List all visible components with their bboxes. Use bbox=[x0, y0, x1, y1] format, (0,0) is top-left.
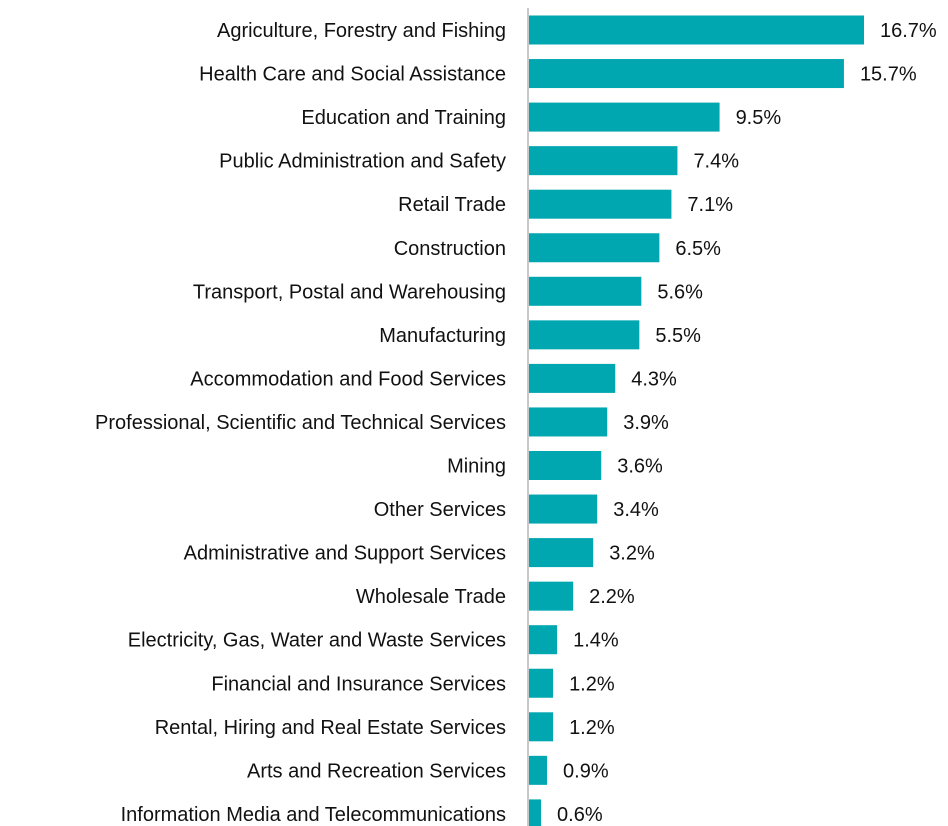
category-label-retail-trade: Retail Trade bbox=[398, 194, 506, 216]
category-label-other-services: Other Services bbox=[374, 499, 506, 521]
bar-professional-scientific-and-technical-services bbox=[529, 407, 608, 437]
bar-retail-trade bbox=[529, 189, 672, 219]
category-label-accommodation-and-food-services: Accommodation and Food Services bbox=[190, 368, 506, 390]
category-label-construction: Construction bbox=[394, 238, 506, 260]
category-label-agriculture-forestry-and-fishing: Agriculture, Forestry and Fishing bbox=[217, 20, 506, 42]
category-labels-group: Agriculture, Forestry and Fishing Health … bbox=[95, 20, 506, 826]
category-label-wholesale-trade: Wholesale Trade bbox=[356, 586, 506, 608]
bar-mining bbox=[529, 451, 602, 480]
category-label-public-administration-and-safety: Public Administration and Safety bbox=[219, 151, 506, 173]
value-label-administrative-and-support-services: 3.2% bbox=[609, 543, 655, 565]
value-label-professional-scientific-and-technical-services: 3.9% bbox=[623, 412, 669, 434]
value-labels-group: 16.7% 15.7% 9.5% 7.4% 7.1% 6.5% 5.6% 5.5% 4.3% 3.… bbox=[557, 20, 937, 826]
bar-information-media-and-telecommunications bbox=[529, 799, 542, 826]
bar-construction bbox=[529, 233, 660, 263]
bar-manufacturing bbox=[529, 320, 640, 350]
bar-health-care-and-social-assistance bbox=[529, 59, 844, 89]
bar-accommodation-and-food-services bbox=[529, 363, 616, 393]
value-label-arts-and-recreation-services: 0.9% bbox=[563, 760, 609, 782]
value-label-agriculture-forestry-and-fishing: 16.7% bbox=[880, 20, 937, 42]
value-label-financial-and-insurance-services: 1.2% bbox=[569, 673, 615, 695]
category-label-financial-and-insurance-services: Financial and Insurance Services bbox=[211, 673, 506, 695]
bar-electricity-gas-water-and-waste-services bbox=[529, 625, 558, 655]
value-label-public-administration-and-safety: 7.4% bbox=[693, 151, 739, 173]
category-label-education-and-training: Education and Training bbox=[301, 107, 506, 129]
bar-other-services bbox=[529, 494, 598, 524]
category-label-electricity-gas-water-and-waste-services: Electricity, Gas, Water and Waste Servic… bbox=[128, 630, 506, 652]
bar-arts-and-recreation-services bbox=[529, 755, 548, 785]
value-label-retail-trade: 7.1% bbox=[687, 194, 733, 216]
category-label-transport-postal-and-warehousing: Transport, Postal and Warehousing bbox=[193, 281, 506, 303]
bar-transport-postal-and-warehousing bbox=[529, 276, 642, 306]
value-label-wholesale-trade: 2.2% bbox=[589, 586, 635, 608]
bar-rental-hiring-and-real-estate-services bbox=[529, 712, 554, 742]
category-label-information-media-and-telecommunications: Information Media and Telecommunications bbox=[121, 804, 506, 826]
value-label-health-care-and-social-assistance: 15.7% bbox=[860, 64, 917, 86]
category-label-administrative-and-support-services: Administrative and Support Services bbox=[184, 543, 506, 565]
bar-financial-and-insurance-services bbox=[529, 668, 554, 698]
category-label-mining: Mining bbox=[447, 456, 506, 478]
category-label-arts-and-recreation-services: Arts and Recreation Services bbox=[247, 760, 506, 782]
value-label-construction: 6.5% bbox=[675, 238, 721, 260]
value-label-rental-hiring-and-real-estate-services: 1.2% bbox=[569, 717, 615, 739]
bar-agriculture-forestry-and-fishing bbox=[529, 15, 864, 45]
category-label-professional-scientific-and-technical-services: Professional, Scientific and Technical S… bbox=[95, 412, 506, 434]
bar-education-and-training bbox=[529, 102, 720, 132]
value-label-education-and-training: 9.5% bbox=[736, 107, 782, 129]
value-label-accommodation-and-food-services: 4.3% bbox=[631, 368, 677, 390]
value-label-mining: 3.6% bbox=[617, 456, 663, 478]
category-label-rental-hiring-and-real-estate-services: Rental, Hiring and Real Estate Services bbox=[155, 717, 506, 739]
value-label-other-services: 3.4% bbox=[613, 499, 659, 521]
category-label-health-care-and-social-assistance: Health Care and Social Assistance bbox=[199, 64, 506, 86]
bar-administrative-and-support-services bbox=[529, 538, 594, 568]
value-label-transport-postal-and-warehousing: 5.6% bbox=[657, 281, 703, 303]
value-label-information-media-and-telecommunications: 0.6% bbox=[557, 804, 603, 826]
value-label-manufacturing: 5.5% bbox=[655, 325, 701, 347]
category-label-manufacturing: Manufacturing bbox=[379, 325, 506, 347]
bars-group bbox=[529, 15, 864, 826]
bar-public-administration-and-safety bbox=[529, 146, 678, 176]
bar-wholesale-trade bbox=[529, 581, 574, 611]
value-label-electricity-gas-water-and-waste-services: 1.4% bbox=[573, 630, 619, 652]
